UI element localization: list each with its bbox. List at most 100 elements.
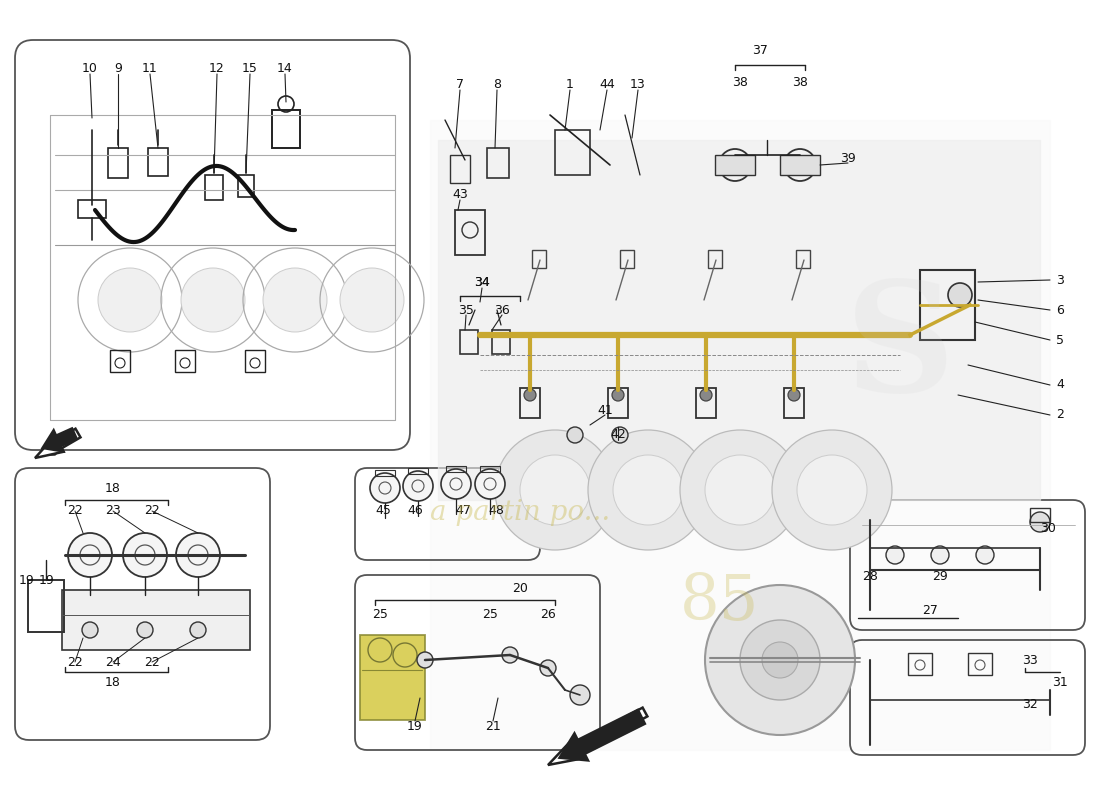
Circle shape — [417, 652, 433, 668]
Text: 33: 33 — [1022, 654, 1038, 666]
Text: 7: 7 — [456, 78, 464, 91]
Text: a partin po...: a partin po... — [430, 499, 610, 526]
Text: 1: 1 — [566, 78, 574, 91]
Bar — [908, 653, 932, 675]
Text: 5: 5 — [1056, 334, 1064, 346]
Circle shape — [798, 455, 867, 525]
Text: 18: 18 — [106, 675, 121, 689]
Circle shape — [520, 455, 590, 525]
Text: 22: 22 — [67, 655, 82, 669]
Text: 38: 38 — [792, 75, 807, 89]
Circle shape — [740, 620, 820, 700]
Text: 13: 13 — [630, 78, 646, 91]
Bar — [796, 250, 810, 268]
Bar — [148, 148, 168, 176]
Circle shape — [82, 622, 98, 638]
Circle shape — [524, 389, 536, 401]
Text: 44: 44 — [600, 78, 615, 91]
Text: 19: 19 — [40, 574, 55, 586]
Text: 22: 22 — [144, 655, 159, 669]
Bar — [78, 200, 106, 218]
Bar — [784, 388, 804, 418]
Text: 23: 23 — [106, 505, 121, 518]
Bar — [487, 148, 509, 178]
Circle shape — [772, 430, 892, 550]
Bar — [238, 175, 254, 197]
Circle shape — [788, 389, 800, 401]
Circle shape — [570, 685, 590, 705]
Bar — [696, 388, 716, 418]
Polygon shape — [35, 429, 80, 458]
Circle shape — [123, 533, 167, 577]
Text: 22: 22 — [144, 505, 159, 518]
Text: 14: 14 — [277, 62, 293, 74]
Bar — [450, 155, 470, 183]
Text: 6: 6 — [1056, 303, 1064, 317]
Bar — [108, 148, 128, 178]
Circle shape — [976, 546, 994, 564]
Bar — [480, 466, 501, 472]
Text: 30: 30 — [1041, 522, 1056, 534]
Polygon shape — [438, 140, 1040, 500]
Text: 26: 26 — [540, 609, 556, 622]
Text: 3: 3 — [1056, 274, 1064, 286]
Bar — [1030, 508, 1050, 522]
Polygon shape — [430, 120, 1050, 750]
Circle shape — [612, 389, 624, 401]
Bar — [520, 388, 540, 418]
Bar — [375, 470, 395, 476]
Circle shape — [495, 430, 615, 550]
Text: 37: 37 — [752, 43, 768, 57]
Text: 41: 41 — [597, 403, 613, 417]
Text: 22: 22 — [67, 505, 82, 518]
Bar — [968, 653, 992, 675]
Text: 34: 34 — [474, 277, 490, 290]
Text: 25: 25 — [372, 609, 388, 622]
Text: 10: 10 — [82, 62, 98, 74]
Bar — [446, 466, 466, 472]
Text: 8: 8 — [493, 78, 500, 91]
Circle shape — [931, 546, 949, 564]
Polygon shape — [548, 708, 648, 765]
Circle shape — [680, 430, 800, 550]
Text: 27: 27 — [922, 603, 938, 617]
Bar — [272, 110, 300, 148]
Circle shape — [138, 622, 153, 638]
Circle shape — [68, 533, 112, 577]
Circle shape — [176, 533, 220, 577]
Text: 29: 29 — [932, 570, 948, 582]
Circle shape — [613, 455, 683, 525]
Circle shape — [762, 642, 798, 678]
Text: 31: 31 — [1052, 675, 1068, 689]
Text: 39: 39 — [840, 151, 856, 165]
Circle shape — [700, 389, 712, 401]
Text: 36: 36 — [494, 303, 510, 317]
Circle shape — [612, 427, 628, 443]
Circle shape — [403, 471, 433, 501]
Bar — [205, 175, 223, 200]
Bar — [62, 590, 250, 650]
Circle shape — [705, 585, 855, 735]
Text: 9: 9 — [114, 62, 122, 74]
Text: 18: 18 — [106, 482, 121, 494]
Circle shape — [475, 469, 505, 499]
Text: 2: 2 — [1056, 409, 1064, 422]
Polygon shape — [39, 435, 75, 455]
Text: 4: 4 — [1056, 378, 1064, 391]
Text: 35: 35 — [458, 303, 474, 317]
Bar — [492, 330, 510, 354]
Circle shape — [948, 283, 972, 307]
Text: 28: 28 — [862, 570, 878, 582]
Text: 85: 85 — [680, 572, 760, 633]
Circle shape — [502, 647, 518, 663]
Circle shape — [182, 268, 245, 332]
Bar — [460, 330, 478, 354]
Bar — [245, 350, 265, 372]
Text: S: S — [845, 275, 955, 425]
Text: 12: 12 — [209, 62, 224, 74]
Circle shape — [441, 469, 471, 499]
Circle shape — [886, 546, 904, 564]
Bar — [620, 250, 634, 268]
Circle shape — [566, 427, 583, 443]
Bar — [360, 635, 425, 720]
